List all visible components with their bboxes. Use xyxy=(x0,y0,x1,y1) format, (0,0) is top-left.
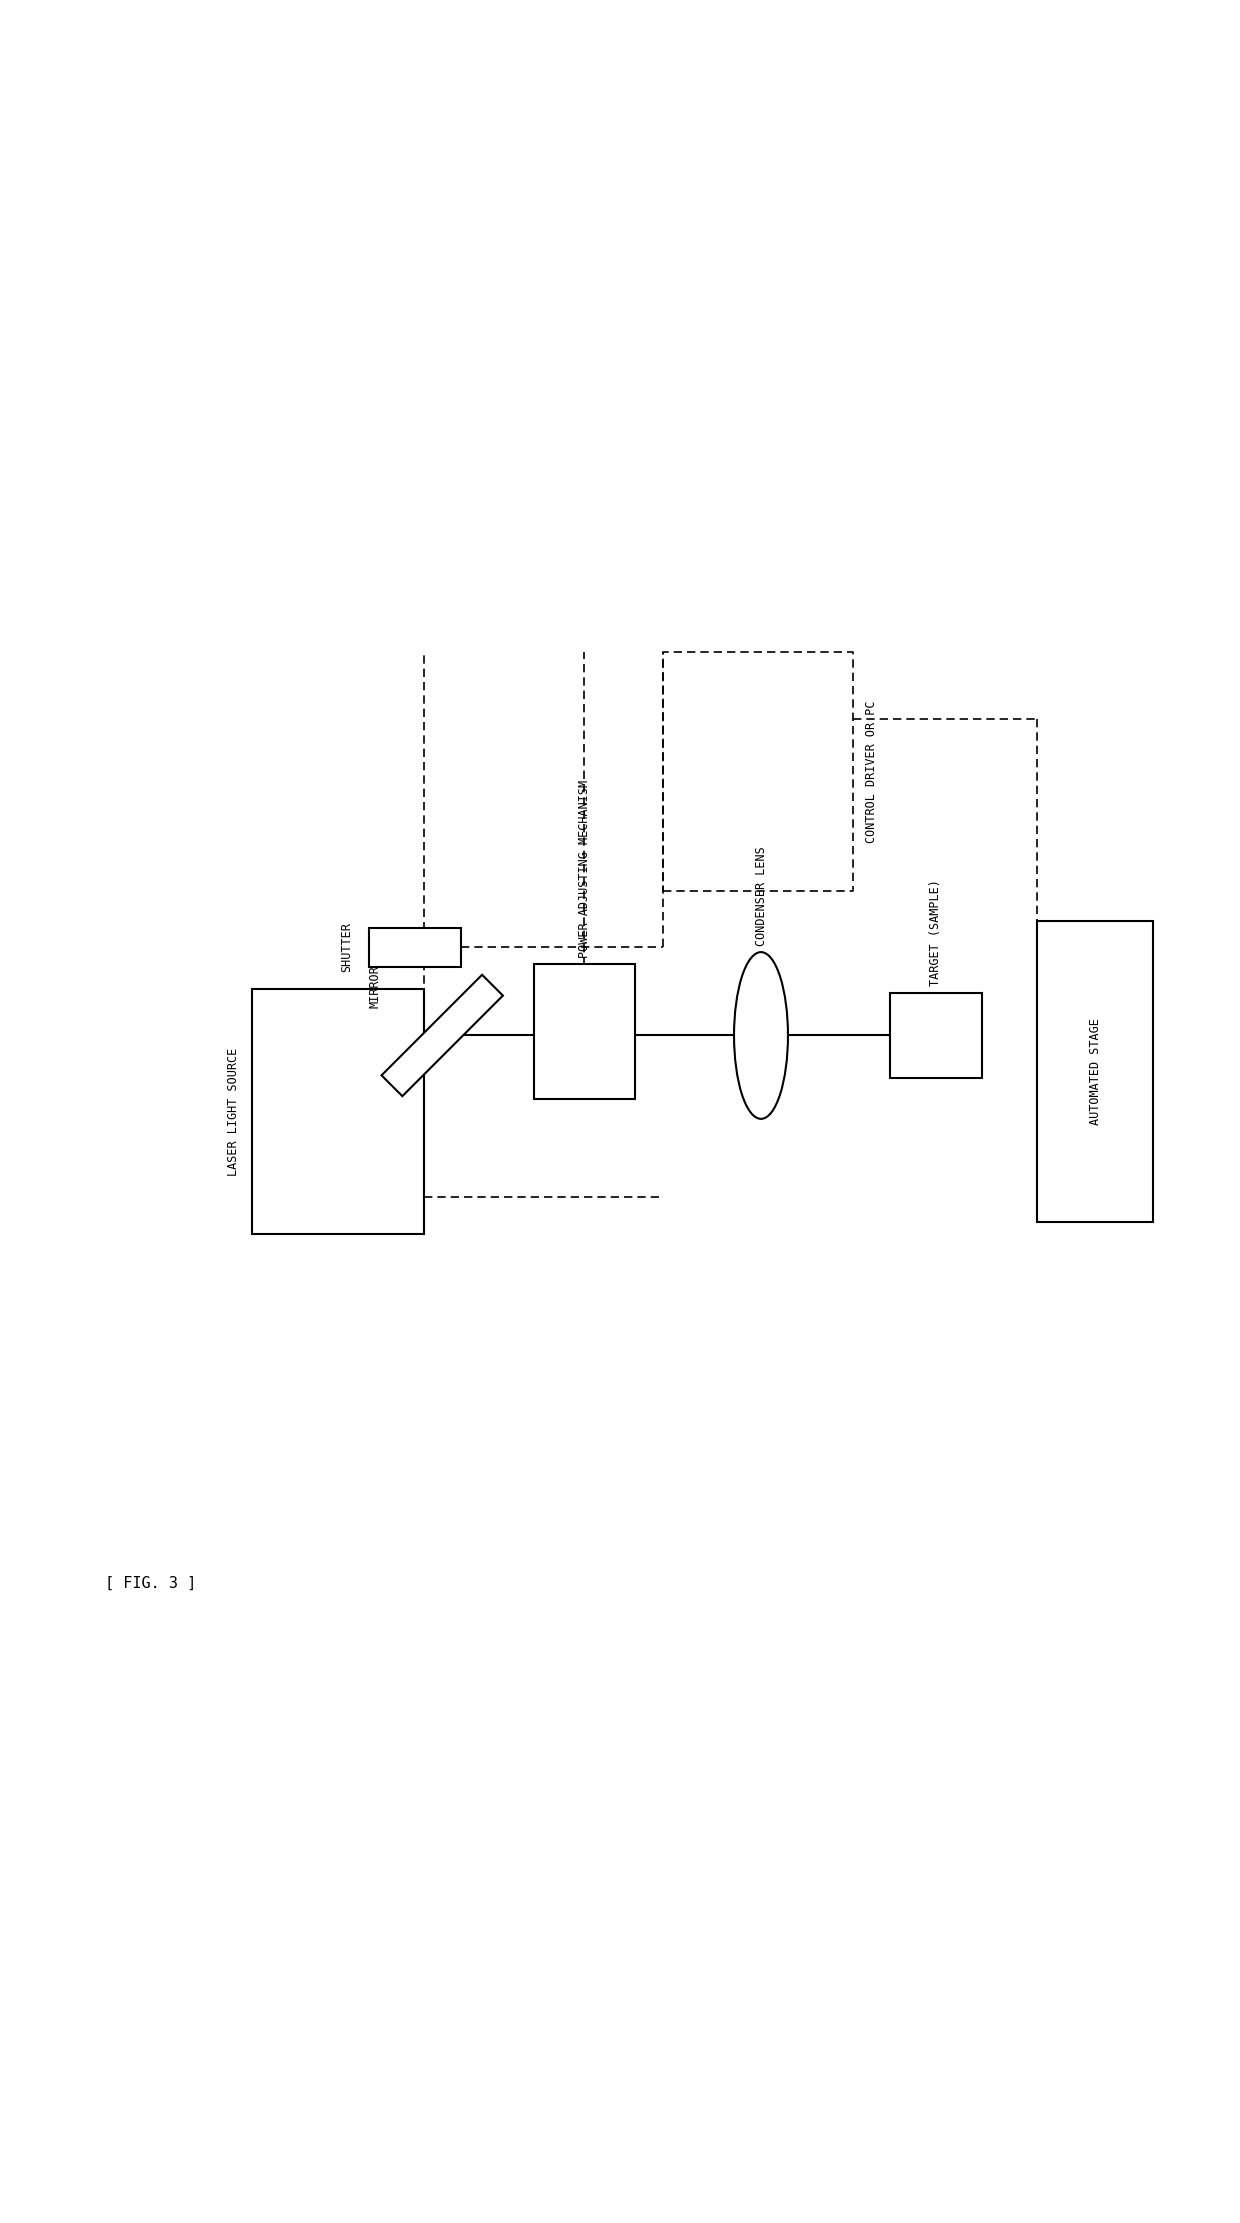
Text: POWER ADJUSTING MECHANISM: POWER ADJUSTING MECHANISM xyxy=(578,780,591,958)
Text: SHUTTER: SHUTTER xyxy=(340,923,353,971)
Text: [ FIG. 3 ]: [ FIG. 3 ] xyxy=(105,1576,196,1592)
Text: TARGET (SAMPLE): TARGET (SAMPLE) xyxy=(929,880,942,987)
Bar xyxy=(1037,923,1153,1223)
Text: CONDENSER LENS: CONDENSER LENS xyxy=(754,847,768,947)
Polygon shape xyxy=(382,976,503,1096)
Text: MIRROR: MIRROR xyxy=(368,965,381,1007)
Bar xyxy=(252,989,424,1234)
Text: LASER LIGHT SOURCE: LASER LIGHT SOURCE xyxy=(227,1047,241,1176)
Bar xyxy=(368,927,460,967)
Text: CONTROL DRIVER OR PC: CONTROL DRIVER OR PC xyxy=(864,700,878,843)
Ellipse shape xyxy=(734,951,787,1118)
Text: AUTOMATED STAGE: AUTOMATED STAGE xyxy=(1089,1018,1101,1125)
Bar xyxy=(534,965,635,1098)
Bar xyxy=(890,991,982,1078)
